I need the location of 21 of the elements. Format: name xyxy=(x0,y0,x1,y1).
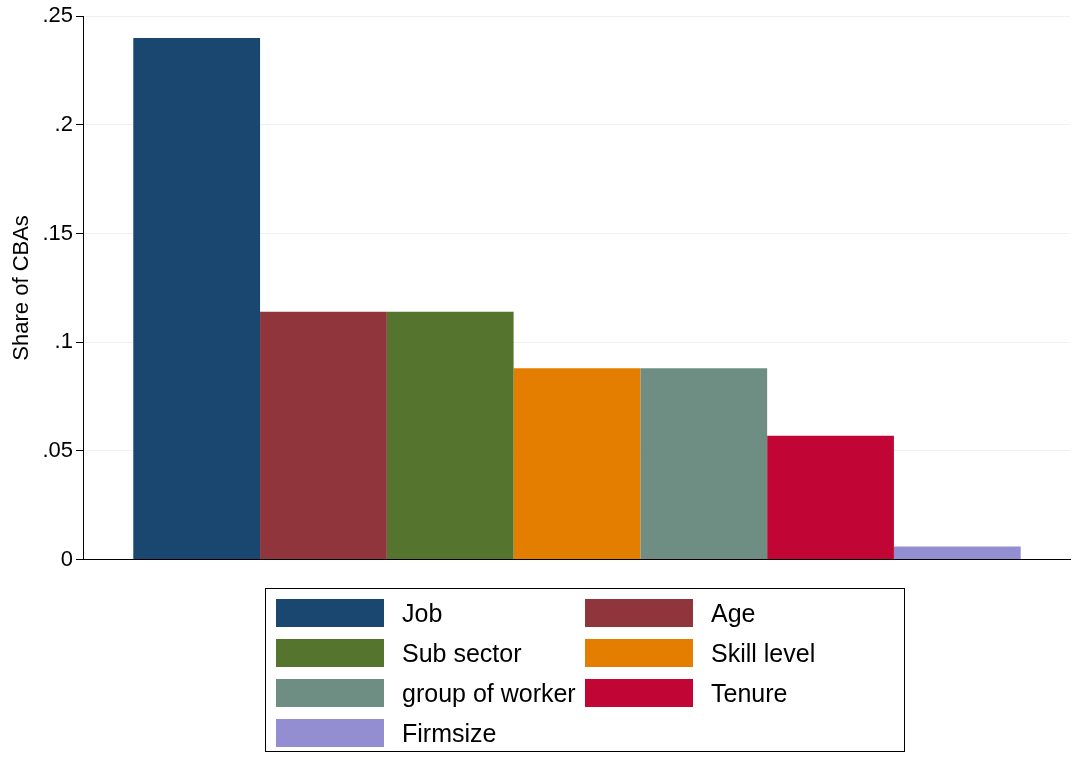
bar xyxy=(386,311,514,560)
legend-label: Age xyxy=(711,598,756,628)
legend-label: Sub sector xyxy=(402,638,522,668)
y-tick-label: .05 xyxy=(42,436,73,462)
y-tick-label: 0 xyxy=(60,545,73,571)
bar xyxy=(640,368,768,560)
bar xyxy=(260,311,387,560)
legend-label: Job xyxy=(402,598,443,628)
y-tick-label: .25 xyxy=(42,2,73,28)
legend-label: Firmsize xyxy=(402,718,497,748)
legend-label: Skill level xyxy=(711,638,816,668)
y-axis-title: Share of CBAs xyxy=(8,215,34,361)
legend-label: Tenure xyxy=(711,678,788,708)
y-tick-label: .2 xyxy=(54,110,73,136)
y-tick-label: .1 xyxy=(54,328,73,354)
y-tick-label: .15 xyxy=(42,219,73,245)
bar xyxy=(513,368,641,560)
bar xyxy=(767,435,894,560)
bar xyxy=(133,37,261,560)
bar xyxy=(893,546,1021,560)
legend-label: group of worker xyxy=(402,678,576,708)
